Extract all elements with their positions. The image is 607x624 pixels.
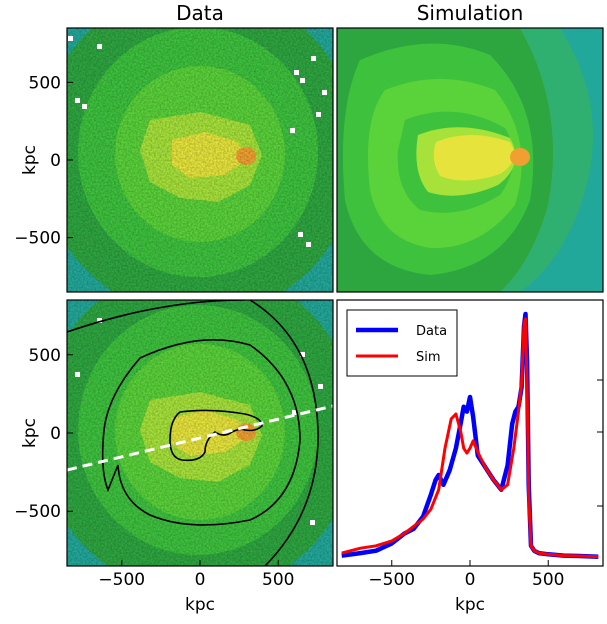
contour-middle <box>101 338 301 526</box>
legend: Data Sim <box>346 309 458 377</box>
contour-inner <box>169 409 263 462</box>
y-tick-label: 500 <box>29 346 61 366</box>
masked-pixels <box>68 36 327 247</box>
sim-series-line <box>341 317 599 559</box>
legend-sim-label: Sim <box>416 350 441 365</box>
x-axis-label-left: kpc <box>185 595 215 615</box>
x-tick-label: 0 <box>195 570 206 590</box>
y-axis-label-bottom: kpc <box>20 418 40 448</box>
simulation-map-panel <box>337 28 603 292</box>
x-tick-label: −500 <box>368 570 415 590</box>
panel-title-data: Data <box>176 1 224 25</box>
x-axis-label-right: kpc <box>455 595 485 615</box>
y-tick-label: 0 <box>50 151 61 171</box>
y-tick-label: −500 <box>14 229 61 249</box>
axes: −500 0 500 −500 0 500 −500 0 500 −500 0 500 <box>14 73 603 590</box>
slit-line <box>67 404 333 472</box>
x-tick-label: 0 <box>465 570 476 590</box>
x-tick-label: −500 <box>98 570 145 590</box>
panel-title-simulation: Simulation <box>417 1 524 25</box>
x-tick-label: 500 <box>532 570 564 590</box>
legend-data-label: Data <box>416 324 447 339</box>
y-tick-label: 500 <box>29 73 61 93</box>
x-tick-label: 500 <box>262 570 294 590</box>
data-map-panel <box>67 28 333 292</box>
profile-panel: Data Sim <box>336 299 604 567</box>
y-axis-label-top: kpc <box>20 145 40 175</box>
y-tick-label: −500 <box>14 502 61 522</box>
y-tick-label: 0 <box>50 424 61 444</box>
data-contour-panel <box>67 300 333 566</box>
